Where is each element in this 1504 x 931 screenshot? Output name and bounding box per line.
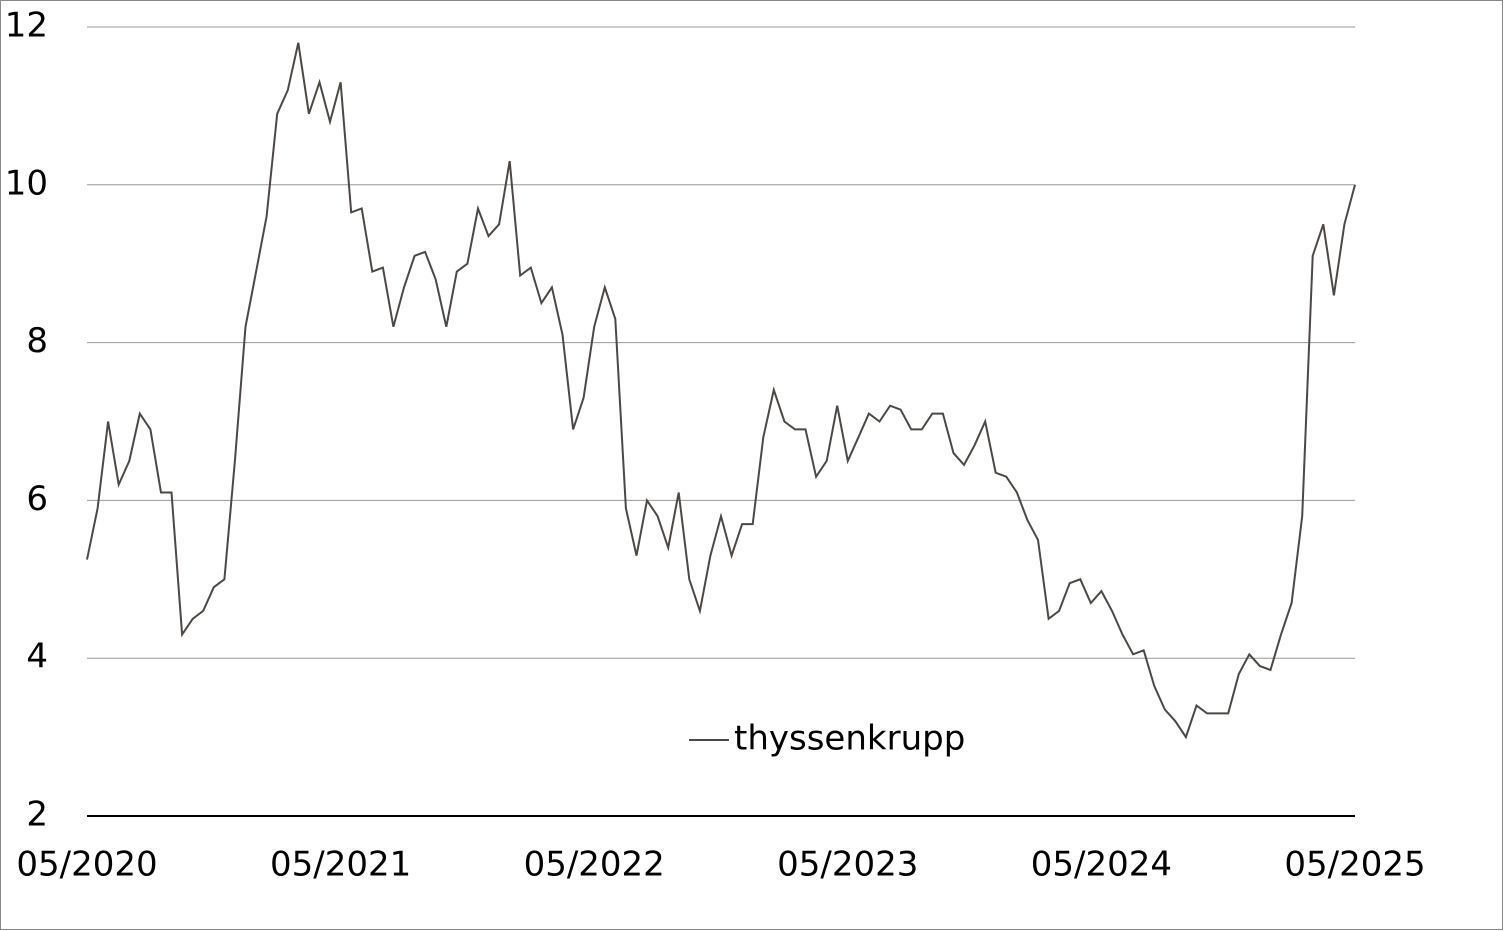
x-tick-label: 05/2021: [270, 845, 411, 885]
y-tick-label: 6: [26, 479, 48, 519]
y-tick-label: 10: [5, 163, 48, 203]
y-tick-label: 12: [5, 6, 48, 46]
x-tick-label: 05/2023: [777, 845, 918, 885]
x-tick-label: 05/2020: [16, 845, 157, 885]
legend-label: thyssenkrupp: [734, 719, 965, 759]
x-tick-label: 05/2025: [1284, 845, 1425, 885]
data-line: [86, 42, 1356, 740]
y-tick-label: 8: [26, 321, 48, 361]
x-tick-label: 05/2022: [524, 845, 665, 885]
x-tick-label: 05/2024: [1031, 845, 1172, 885]
y-tick-label: 4: [26, 637, 48, 677]
y-tick-label: 2: [26, 795, 48, 835]
